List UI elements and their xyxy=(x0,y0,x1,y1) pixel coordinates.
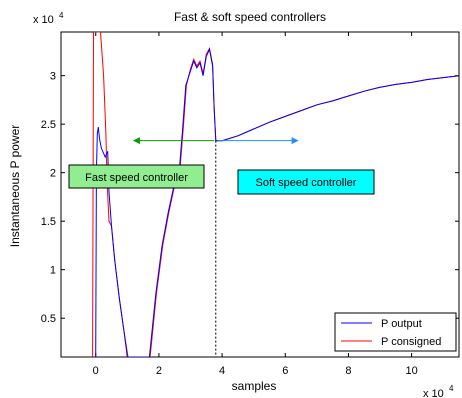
x-tick-label: 0 xyxy=(93,365,99,377)
fast-label: Fast speed controller xyxy=(85,172,188,184)
soft-label: Soft speed controller xyxy=(256,177,357,189)
y-tick-label: 2.5 xyxy=(41,119,56,131)
x-multiplier-base: x 10 xyxy=(423,388,444,398)
x-tick-label: 2 xyxy=(156,365,162,377)
soft-label-box xyxy=(237,169,375,195)
x-tick-label: 6 xyxy=(282,365,288,377)
legend-box xyxy=(334,312,457,352)
y-tick-label: 1.5 xyxy=(41,216,56,228)
y-multiplier: x 10 4 xyxy=(33,11,64,26)
x-tick-label: 8 xyxy=(345,365,351,377)
y-multiplier-exp: 4 xyxy=(59,11,64,20)
chart-title: Fast & soft speed controllers xyxy=(174,10,326,24)
series-group xyxy=(92,32,459,357)
fast-label-box xyxy=(68,164,205,189)
legend: P output P consigned xyxy=(334,312,457,352)
y-tick-label: 1 xyxy=(50,265,56,277)
x-axis-label: samples xyxy=(232,379,277,393)
y-multiplier-base: x 10 xyxy=(33,14,54,26)
y-tick-label: 2 xyxy=(50,168,56,180)
x-tick-label: 4 xyxy=(219,365,225,377)
x-multiplier-exp: 4 xyxy=(449,384,454,393)
legend-label-p-output: P output xyxy=(381,318,422,330)
legend-label-p-consigned: P consigned xyxy=(381,336,441,348)
y-axis-label: Instantaneous P power xyxy=(8,125,22,248)
y-tick-label: 3 xyxy=(50,71,56,83)
axis-ticks: 0 2 4 6 8 10 0.5 1 1.5 2 2.5 3 xyxy=(41,32,459,377)
series-line-p-output xyxy=(95,47,459,357)
x-multiplier: x 10 4 xyxy=(423,384,454,398)
annotations: Fast speed controller Soft speed controll… xyxy=(68,137,375,357)
x-tick-label: 10 xyxy=(405,365,417,377)
y-tick-label: 0.5 xyxy=(41,313,56,325)
